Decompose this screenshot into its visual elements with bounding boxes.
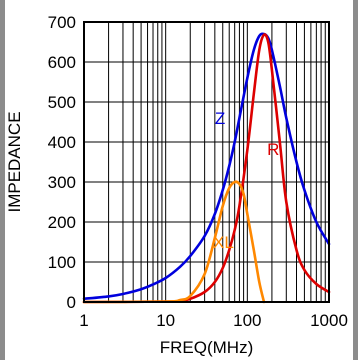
tick-labels: 1 10 100 1000 0 100 200 300 400 500 600 700 — [48, 13, 348, 330]
series-line-z — [82, 32, 331, 301]
plot-frame — [83, 21, 330, 303]
series-label-xl: XL — [213, 233, 234, 252]
right-edge-bar — [353, 0, 358, 360]
y-tick-label: 600 — [48, 53, 76, 72]
y-tick-label: 200 — [48, 213, 76, 232]
y-tick-label: 300 — [48, 173, 76, 192]
series-lines — [82, 32, 331, 304]
series-line-r — [82, 33, 331, 304]
series-label-z: Z — [215, 109, 225, 128]
x-tick-label: 10 — [156, 311, 175, 330]
grid — [83, 21, 329, 303]
y-tick-label: 700 — [48, 13, 76, 32]
y-axis-title: IMPEDANCE — [5, 111, 24, 212]
x-tick-label: 100 — [233, 311, 261, 330]
x-tick-label: 1 — [79, 311, 88, 330]
left-edge-bar — [0, 0, 5, 360]
y-tick-label: 400 — [48, 133, 76, 152]
x-tick-label: 1000 — [310, 311, 348, 330]
y-tick-label: 500 — [48, 93, 76, 112]
y-tick-label: 0 — [67, 293, 76, 312]
y-tick-label: 100 — [48, 253, 76, 272]
series-label-r: R — [267, 140, 279, 159]
x-axis-title: FREQ(MHz) — [160, 338, 253, 357]
series-labels: Z R XL — [213, 109, 279, 252]
series-line-xl — [82, 180, 266, 304]
